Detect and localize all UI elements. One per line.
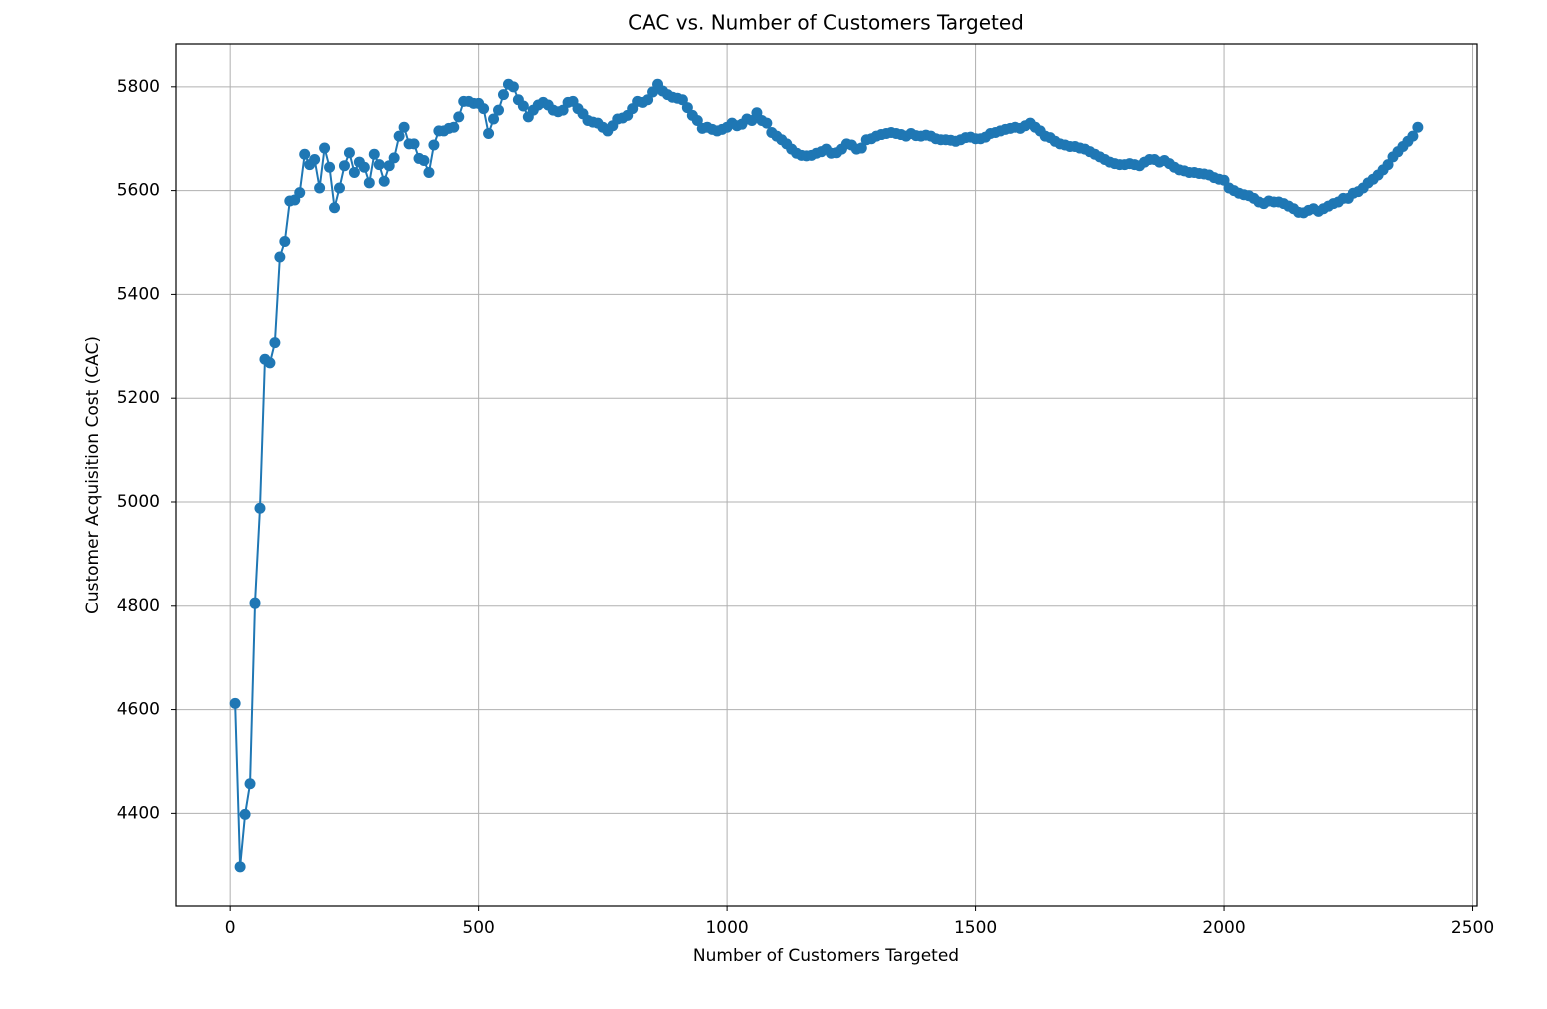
marker [378,175,390,187]
marker [428,139,440,151]
marker [274,251,286,263]
line [234,82,1419,867]
marker [348,166,360,178]
marker [254,502,266,514]
marker [1407,130,1419,142]
marker [507,81,519,93]
marker [408,138,420,150]
x-tick-label: 0 [225,918,236,938]
plot-frame [175,43,1478,907]
marker [294,187,306,199]
y-tick-label: 4600 [117,700,160,720]
y-tick-label: 5000 [117,492,160,512]
marker [249,597,261,609]
marker [453,111,465,123]
y-tick-label: 5600 [117,181,160,201]
marker [234,861,246,873]
marker [1412,121,1424,133]
x-axis-label: Number of Customers Targeted [693,946,959,966]
x-tick-label: 1000 [705,918,748,938]
marker [478,103,490,115]
marker [373,159,385,171]
marker [642,94,654,106]
marker [383,160,395,172]
x-tick-label: 500 [462,918,494,938]
marker [314,182,326,194]
chart-title: CAC vs. Number of Customers Targeted [628,11,1024,35]
marker [393,130,405,142]
marker [329,202,341,214]
y-tick-label: 4800 [117,596,160,616]
marker [363,177,375,189]
marker [1382,159,1394,171]
marker [647,86,659,98]
marker [338,160,350,172]
marker [691,115,703,127]
marker [497,89,509,101]
marker [333,182,345,194]
marker [761,117,773,129]
y-tick-label: 5200 [117,388,160,408]
y-tick-label: 5400 [117,284,160,304]
y-axis-label: Customer Acquisition Cost (CAC) [83,336,103,614]
marker [358,161,370,173]
marker [299,148,311,160]
marker [368,148,380,160]
marker [681,102,693,114]
marker [517,100,529,112]
marker [751,107,763,119]
y-tick-label: 4400 [117,803,160,823]
x-tick-label: 2500 [1451,918,1494,938]
marker [229,697,241,709]
marker [418,155,430,167]
marker [309,153,321,165]
marker [279,235,291,247]
marker [493,104,505,116]
marker [264,357,276,369]
marker [746,115,758,127]
marker [855,142,867,154]
marker [388,152,400,164]
marker [398,121,410,133]
marker [448,121,460,133]
marker [488,113,500,125]
y-tick-label: 5800 [117,77,160,97]
marker [244,778,256,790]
marker [483,128,495,140]
x-tick-label: 2000 [1202,918,1245,938]
marker [319,142,331,154]
marker [423,166,435,178]
marker [239,808,251,820]
x-tick-label: 1500 [954,918,997,938]
marker [1218,174,1230,186]
marker [676,94,688,106]
marker [269,337,281,349]
marker [343,147,355,159]
marker [324,161,336,173]
marker [557,104,569,116]
